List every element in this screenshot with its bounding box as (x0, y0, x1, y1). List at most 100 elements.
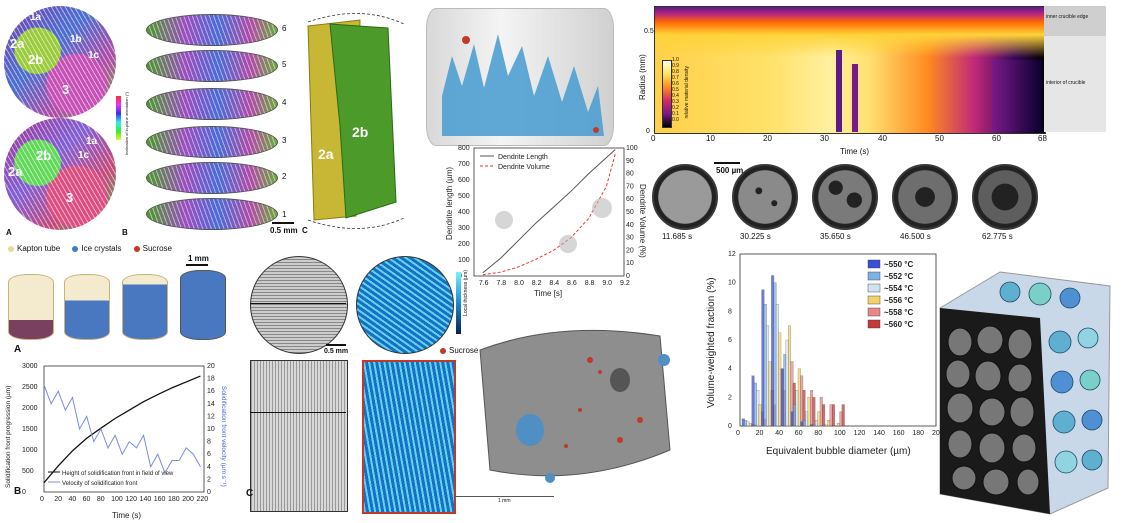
heatmap-plot (654, 6, 1046, 134)
ct-time: 62.775 s (982, 232, 1013, 241)
y-tick: 14 (207, 401, 215, 408)
x-tick: 220 (196, 496, 208, 503)
y-tick: 0 (626, 273, 630, 280)
x-tick: 180 (912, 430, 924, 437)
series-height-line (43, 375, 201, 484)
y-tick: 70 (626, 183, 634, 190)
legend-swatch (867, 295, 881, 305)
y2-axis-label: Solidification front velocity (µm s⁻¹) (220, 386, 227, 487)
side-label: interior of crucible (1046, 80, 1086, 86)
bubble-chart: Volume-weighted fraction (%) Equivalent … (706, 251, 944, 457)
panel-letter: A (6, 228, 12, 237)
slice-4 (146, 88, 278, 120)
y-tick: 700 (458, 161, 470, 168)
y-tick: 16 (207, 388, 215, 395)
x-tick: 100 (834, 430, 846, 437)
panel-letter: A (14, 344, 22, 355)
y-tick: 2 (728, 394, 732, 401)
cylinder-3 (122, 274, 168, 340)
thickness-figure: Local thickness (µm) 0.5 mm C (246, 252, 472, 520)
colorbar-label: relative material density (684, 66, 690, 119)
x-tick: 40 (68, 496, 76, 503)
x-tick: 200 (182, 496, 194, 503)
x-tick: 80 (97, 496, 105, 503)
scalebar (186, 264, 208, 266)
y-tick: 50 (626, 209, 634, 216)
side-label: inner crucible edge (1046, 14, 1089, 20)
panel-letter: C (246, 488, 254, 499)
slice-number: 6 (282, 24, 287, 33)
slice-3 (146, 126, 278, 158)
y-tick: 6 (728, 337, 732, 344)
x-tick: 8.4 (549, 280, 559, 287)
slice-number: 1 (282, 210, 287, 219)
y-tick: 400 (458, 209, 470, 216)
legend-item: Dendrite Volume (498, 164, 550, 171)
x-tick: 9.2 (620, 280, 630, 287)
grain-label: 3 (62, 82, 70, 97)
scalebar (272, 222, 294, 224)
legend-item: Height of solidification front in field … (62, 471, 174, 477)
y-tick: 10 (626, 260, 634, 267)
thickness-colorbar (456, 272, 461, 334)
slice-number: 2 (282, 172, 287, 181)
slice-number: 4 (282, 98, 287, 107)
x-tick: 0 (736, 430, 740, 437)
cylinder-1 (8, 274, 54, 340)
y-axis-label: Solidification front progression (µm) (5, 386, 12, 488)
foam-3d-render (930, 262, 1120, 518)
y-axis-label: Dendrite length (µm) (445, 167, 454, 240)
cylinder-4 (180, 270, 226, 340)
grayscale-longitudinal (250, 360, 348, 512)
ct-slice (972, 164, 1038, 230)
ct-time: 46.500 s (900, 232, 931, 241)
x-tick: 80 (814, 430, 822, 437)
x-tick: 160 (893, 430, 905, 437)
y-tick: 3000 (22, 363, 38, 370)
heatmap-feature (836, 50, 842, 132)
bar (812, 397, 816, 427)
x-tick: 8.6 (567, 280, 577, 287)
y-tick: 500 (458, 193, 470, 200)
x-tick: 7.6 (479, 280, 489, 287)
heatmap-figure: 1.0 0.9 0.8 0.7 0.6 0.5 0.4 0.3 0.2 0.1 … (638, 0, 1122, 160)
heatmap-feature (852, 64, 858, 132)
y-tick: 800 (458, 145, 470, 152)
orientation-colorbar (116, 96, 121, 140)
y2-axis-label: Dendrite Volume (%) (638, 184, 647, 258)
y-tick: 60 (626, 196, 634, 203)
x-tick: 8.0 (514, 280, 524, 287)
colorbar-ticks: 1.0 0.9 0.8 0.7 0.6 0.5 0.4 0.3 0.2 0.1 … (672, 57, 679, 123)
bar (841, 404, 845, 427)
x-tick: 8.2 (532, 280, 542, 287)
scalebar (326, 344, 346, 346)
panel-letter: B (122, 228, 128, 237)
legend-item: ~550 °C (884, 260, 913, 269)
dendrite-chart: Dendrite length (µm) Dendrite Volume (%)… (445, 145, 647, 298)
grain-label: 2a (10, 36, 25, 51)
grain-label: 2b (352, 124, 369, 140)
slice-5 (146, 50, 278, 82)
x-tick: 180 (168, 496, 180, 503)
y-tick: 2500 (22, 384, 38, 391)
scalebar-label: 1 mm (188, 254, 209, 263)
y-tick: 30 (626, 235, 634, 242)
grain-label: 2b (36, 148, 52, 163)
legend-item: Dendrite Length (498, 154, 548, 161)
series-volume-line (482, 154, 616, 276)
x-tick: 20 (756, 430, 764, 437)
ebsd-map-top (4, 6, 116, 118)
y-tick: 1000 (22, 447, 38, 454)
x-tick: 7.8 (496, 280, 506, 287)
ct-time: 11.685 s (662, 232, 693, 241)
y-tick: 12 (728, 251, 736, 258)
x-tick: 140 (140, 496, 152, 503)
x-tick: 60 (83, 496, 91, 503)
legend-swatch (867, 319, 881, 329)
y-tick: 0.5 (644, 28, 654, 35)
y-axis-label: Volume-weighted fraction (%) (706, 277, 717, 408)
y-tick: 0 (646, 128, 650, 135)
kapton-legend: Kapton tube Ice crystals Sucrose (8, 244, 172, 253)
y-tick: 6 (207, 451, 211, 458)
y-tick: 1500 (22, 426, 38, 433)
